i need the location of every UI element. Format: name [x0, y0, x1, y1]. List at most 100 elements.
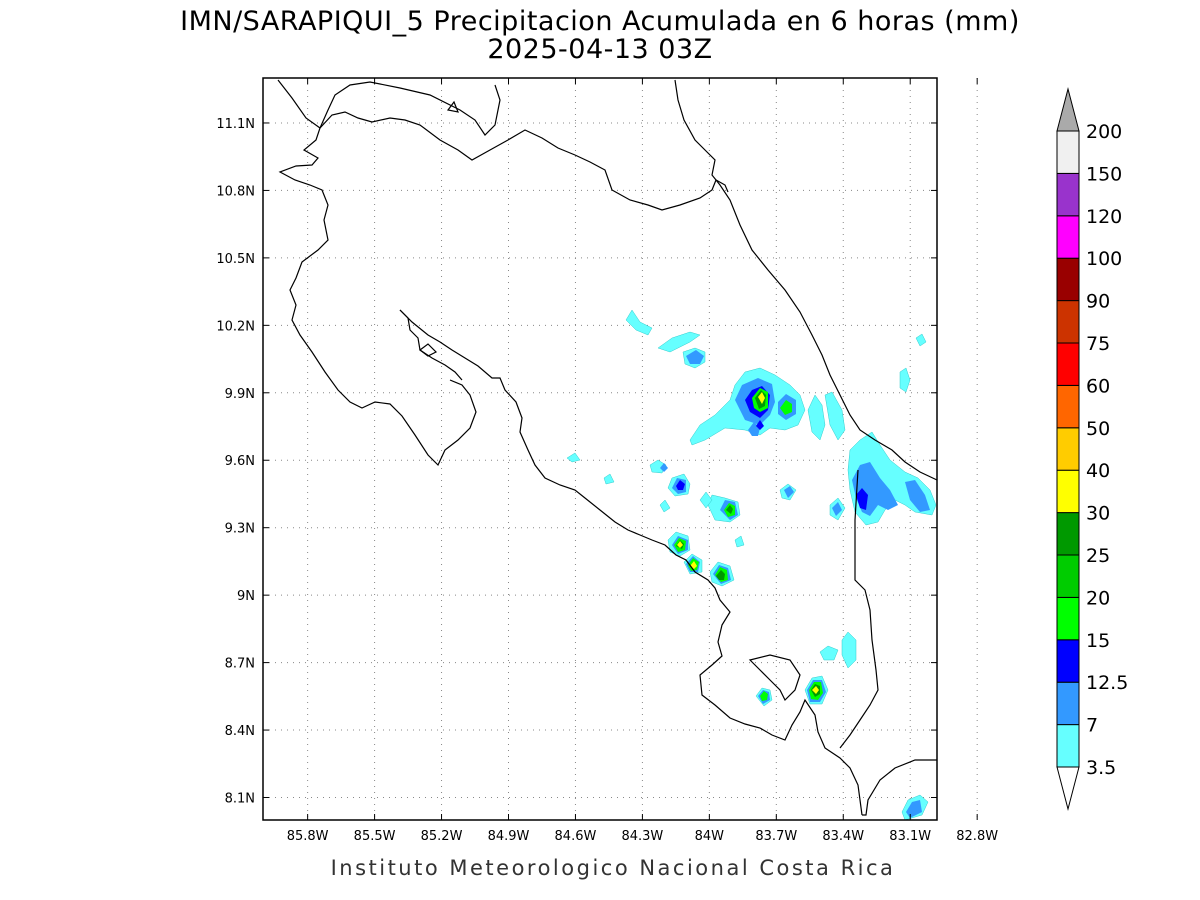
coastline-peninsula-inner — [399, 309, 463, 381]
colorbar-swatch — [1056, 384, 1080, 429]
coastlines-and-borders — [277, 79, 937, 816]
lat-tick-label: 9.9N — [225, 387, 255, 402]
precip-area-north-2 — [625, 309, 653, 336]
colorbar-level-label: 100 — [1086, 248, 1122, 270]
colorbar-swatch — [1056, 342, 1080, 386]
axis-ticks: 85.8W 85.5W 85.2W 84.9W 84.6W 84.3W 84W 83.7W 83… — [216, 78, 998, 844]
colorbar-level-label: 90 — [1086, 291, 1110, 313]
coastline-north-pacific — [277, 79, 477, 467]
colorbar-level-label: 75 — [1086, 333, 1110, 355]
map-subtitle-date: 2025-04-13 03Z — [487, 34, 713, 65]
colorbar-level-label: 3.5 — [1086, 757, 1116, 779]
island-small-gulf — [419, 343, 438, 357]
colorbar-level-label: 60 — [1086, 375, 1110, 397]
precip-core-pacific-4 — [660, 463, 668, 472]
lake-nicaragua-shore — [319, 81, 501, 136]
lat-tick-label: 10.5N — [216, 252, 255, 267]
lon-tick-label: 83.1W — [889, 829, 931, 844]
colorbar-level-label: 40 — [1086, 460, 1110, 482]
colorbar-swatch — [1056, 172, 1080, 217]
lat-tick-label: 9N — [237, 589, 255, 604]
colorbar-swatch — [1056, 681, 1080, 726]
coastline-nicoya-gulf — [399, 309, 863, 816]
colorbar-level-label: 25 — [1086, 545, 1110, 567]
precipitation-shading — [566, 309, 937, 820]
precip-area-spot-5 — [734, 535, 745, 548]
precip-area-spot-3 — [899, 367, 911, 393]
border-nicaragua — [319, 111, 729, 211]
precip-area-south-3 — [819, 645, 839, 661]
colorbar-swatch — [1056, 469, 1080, 514]
precip-core-east-2 — [832, 502, 842, 516]
colorbar-level-label: 15 — [1086, 630, 1110, 652]
lon-tick-label: 85.8W — [287, 829, 329, 844]
lat-tick-label: 10.8N — [216, 184, 255, 199]
precip-area-spot-2 — [603, 473, 615, 485]
footer-credit: Instituto Meteorologico Nacional Costa R… — [330, 856, 896, 880]
precip-yellow-3 — [812, 686, 819, 694]
lat-tick-label: 9.3N — [225, 522, 255, 537]
lon-tick-label: 84.3W — [621, 829, 663, 844]
precip-area-spot-4 — [915, 333, 927, 347]
map-frame — [262, 77, 938, 821]
colorbar-swatch — [1056, 427, 1080, 471]
colorbar-over-arrow — [1056, 87, 1080, 132]
precip-area-central-4 — [699, 491, 713, 509]
precip-area-spot-1 — [566, 452, 581, 463]
precip-area-east-1 — [807, 394, 826, 441]
precip-dkgreen-4 — [726, 505, 733, 514]
lon-tick-label: 83.4W — [822, 829, 864, 844]
coastline-southeast — [862, 759, 937, 816]
colorbar-level-label: 7 — [1086, 715, 1098, 737]
map-title: IMN/SARAPIQUI_5 Precipitacion Acumulada … — [180, 6, 1020, 37]
precip-green-2 — [780, 400, 792, 415]
precip-green-8 — [760, 691, 768, 701]
colorbar-level-label: 20 — [1086, 587, 1110, 609]
lat-tick-label: 8.4N — [225, 724, 255, 739]
precip-dkgreen-3 — [716, 570, 725, 580]
coastline-caribbean — [674, 79, 937, 481]
colorbar-swatch — [1056, 554, 1080, 598]
colorbar-swatch — [1056, 215, 1080, 259]
border-panama-east — [748, 654, 801, 702]
precip-heavy-2 — [856, 488, 868, 510]
precip-core-east — [784, 486, 794, 498]
lat-tick-label: 10.2N — [216, 319, 255, 334]
colorbar-level-label: 120 — [1086, 206, 1122, 228]
map-grid — [263, 78, 978, 820]
lon-tick-label: 85.2W — [421, 829, 463, 844]
colorbar-level-label: 30 — [1086, 503, 1110, 525]
lon-tick-label: 84W — [695, 829, 725, 844]
lat-tick-label: 9.6N — [225, 454, 255, 469]
precip-heavy-3 — [676, 480, 685, 490]
lon-tick-label: 84.9W — [488, 829, 530, 844]
colorbar-swatch — [1056, 596, 1080, 641]
precip-area-north-3 — [657, 331, 701, 353]
colorbar-swatch — [1056, 724, 1080, 768]
colorbar-swatch — [1056, 639, 1080, 683]
lat-tick-label: 8.1N — [225, 792, 255, 807]
border-panama — [839, 469, 879, 749]
precip-yellow-1 — [758, 392, 765, 404]
colorbar-swatch — [1056, 300, 1080, 344]
colorbar-level-label: 50 — [1086, 418, 1110, 440]
precip-core-southeast — [906, 800, 922, 818]
lat-tick-label: 8.7N — [225, 657, 255, 672]
colorbar-under-arrow — [1056, 766, 1080, 811]
lon-tick-label: 84.6W — [555, 829, 597, 844]
colorbar-swatch — [1056, 257, 1080, 302]
precip-core-north-3 — [686, 350, 704, 364]
lon-tick-label: 85.5W — [354, 829, 396, 844]
colorbar-level-label: 200 — [1086, 121, 1122, 143]
colorbar: 3.5 7 12.5 15 20 25 30 40 50 60 75 90 100 120 150 200 — [1056, 87, 1128, 811]
precip-area-south-4 — [841, 631, 857, 669]
lat-tick-label: 11.1N — [216, 117, 255, 132]
precip-yellow-4 — [677, 541, 683, 548]
colorbar-level-label: 12.5 — [1086, 672, 1128, 694]
colorbar-swatch — [1056, 130, 1080, 174]
precip-heavy-4 — [756, 420, 764, 430]
precip-area-east-2 — [824, 391, 846, 441]
precip-area-spot-6 — [659, 499, 671, 513]
colorbar-level-label: 150 — [1086, 163, 1122, 185]
